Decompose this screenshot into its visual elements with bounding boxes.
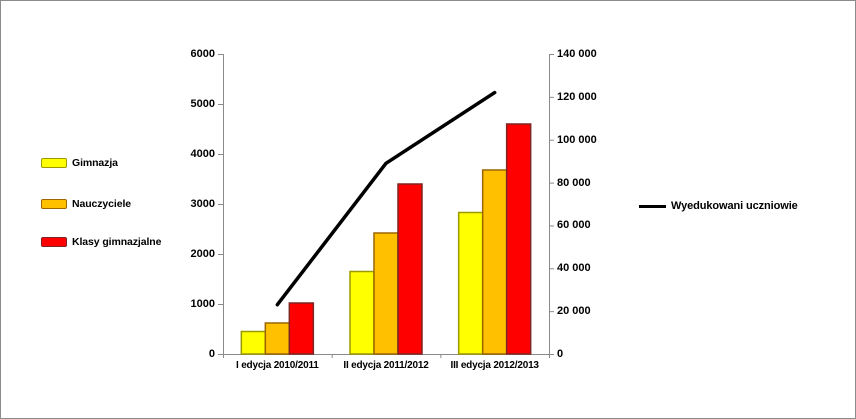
right-axis-tick-label: 140 000 (557, 48, 597, 60)
line-series-swatch-icon (639, 204, 666, 208)
right-axis-tick-label: 0 (557, 348, 564, 360)
legend-label: Nauczyciele (72, 198, 132, 210)
bar-nauczyciele (373, 232, 399, 355)
left-axis-tick-label: 5000 (190, 98, 215, 110)
bar-klasy-gimnazjalne (397, 183, 423, 355)
left-axis-tick-label: 0 (208, 348, 215, 360)
right-axis-tick-label: 20 000 (557, 305, 591, 318)
legend-label: Gimnazja (72, 157, 118, 169)
plot-area (218, 54, 554, 358)
left-axis-tick-label: 4000 (190, 148, 215, 160)
line-series-path (275, 90, 497, 307)
bar-gimnazja (457, 211, 484, 355)
bar-gimnazja (240, 330, 267, 355)
legend-label: Klasy gimnazjalne (72, 236, 162, 248)
legend-swatch-icon (41, 199, 67, 209)
left-axis-tick-label: 3000 (190, 198, 215, 210)
x-axis-category-label: II edycja 2011/2012 (343, 360, 429, 371)
right-axis-tick-label: 80 000 (557, 176, 591, 189)
left-axis-tick-label: 1000 (190, 298, 215, 310)
line-series-label: Wyedukowani uczniowie (671, 200, 798, 212)
left-axis-tick-label: 2000 (190, 248, 215, 260)
right-axis-tick-label: 60 000 (557, 219, 591, 232)
bar-nauczyciele (264, 322, 291, 355)
legend-swatch-icon (41, 237, 67, 247)
bar-gimnazja (349, 270, 375, 355)
right-axis-tick-label: 100 000 (557, 133, 597, 146)
legend-item-nauczyciele: Nauczyciele (41, 196, 131, 212)
x-axis-category-label: III edycja 2012/2013 (450, 360, 539, 371)
right-axis-tick-label: 120 000 (557, 90, 597, 103)
right-axis-tick-label: 40 000 (557, 262, 591, 275)
bar-klasy-gimnazjalne (505, 123, 532, 355)
x-axis-category-label: I edycja 2010/2011 (236, 360, 319, 371)
legend-item-klasy-gimnazjalne: Klasy gimnazjalne (41, 234, 161, 250)
line-series-legend: Wyedukowani uczniowie (639, 198, 798, 214)
bar-klasy-gimnazjalne (288, 302, 315, 355)
left-axis-tick-label: 6000 (190, 48, 215, 60)
legend-item-gimnazja: Gimnazja (41, 155, 118, 171)
bar-nauczyciele (481, 169, 508, 355)
legend-swatch-icon (41, 158, 67, 168)
